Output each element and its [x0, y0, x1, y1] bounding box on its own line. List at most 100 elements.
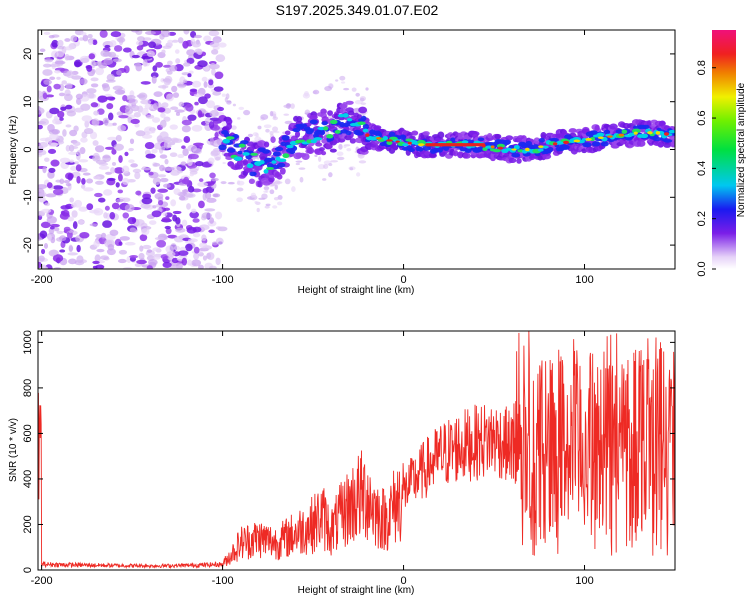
spectrogram-noise-blob — [269, 189, 275, 195]
spectrogram-noise-blob — [126, 256, 132, 264]
spectrogram-noise-blob — [212, 91, 222, 96]
spectrogram-noise-blob — [115, 198, 124, 203]
spectrogram-x-tick-label: -100 — [212, 274, 234, 286]
spectrogram-noise-blob — [172, 210, 182, 215]
spectrogram-noise-blob — [272, 116, 278, 121]
spectrogram-noise-blob — [128, 98, 138, 105]
spectrogram-noise-blob — [191, 80, 202, 88]
spectrogram-noise-blob — [86, 65, 93, 72]
spectrogram-noise-blob — [60, 205, 71, 210]
spectrogram-noise-blob — [272, 126, 279, 133]
spectrogram-noise-blob — [180, 161, 187, 166]
spectrogram-noise-blob — [173, 188, 181, 196]
snr-y-tick-label: 200 — [22, 515, 34, 533]
spectrogram-noise-blob — [188, 70, 194, 74]
spectrogram-noise-blob — [114, 89, 126, 95]
spectrogram-noise-blob — [209, 41, 220, 48]
spectrogram-noise-blob — [38, 261, 42, 269]
spectrogram-noise-blob — [204, 117, 211, 125]
spectrogram-noise-blob — [165, 227, 172, 235]
spectrogram-noise-blob — [57, 110, 65, 118]
spectrogram-noise-blob — [170, 199, 177, 207]
spectrogram-noise-blob — [238, 106, 245, 110]
spectrogram-band-blob — [224, 132, 230, 138]
spectrogram-noise-blob — [187, 259, 193, 266]
spectrogram-noise-blob — [202, 192, 207, 201]
spectrogram-band-core — [362, 128, 369, 133]
spectrogram-noise-blob — [50, 142, 59, 147]
spectrogram-noise-blob — [82, 172, 91, 176]
spectrogram-noise-blob — [152, 162, 161, 167]
spectrogram-noise-blob — [100, 49, 110, 57]
spectrogram-noise-blob — [42, 63, 52, 68]
spectrogram-band-blob — [354, 131, 364, 136]
spectrogram-noise-blob — [170, 243, 177, 250]
spectrogram-noise-blob — [131, 105, 140, 112]
spectrogram-band-blob — [294, 130, 301, 138]
snr-y-tick-label: 800 — [22, 379, 34, 397]
spectrogram-noise-blob — [134, 219, 145, 226]
spectrogram-noise-blob — [206, 100, 216, 109]
spectrogram-noise-blob — [121, 165, 130, 174]
spectrogram-noise-blob — [162, 261, 172, 268]
spectrogram-noise-blob — [208, 30, 220, 37]
spectrogram-noise-blob — [170, 137, 179, 143]
spectrogram-noise-blob — [61, 80, 68, 85]
spectrogram-band-blob — [345, 100, 354, 105]
spectrogram-noise-blob — [222, 161, 226, 165]
spectrogram-noise-blob — [39, 118, 49, 126]
spectrogram-band-blob — [550, 137, 559, 142]
spectrogram-noise-blob — [136, 94, 146, 98]
spectrogram-noise-blob — [208, 121, 215, 129]
spectrogram-noise-blob — [86, 178, 94, 184]
spectrogram-band-core — [596, 132, 605, 137]
spectrogram-noise-blob — [131, 54, 140, 59]
spectrogram-noise-blob — [141, 197, 153, 205]
spectrogram-noise-blob — [216, 138, 223, 146]
spectrogram-noise-blob — [122, 47, 132, 53]
spectrogram-noise-blob — [323, 164, 329, 170]
spectrogram-noise-blob — [115, 134, 122, 142]
spectrogram-noise-blob — [166, 251, 176, 257]
spectrogram-noise-blob — [53, 83, 61, 90]
spectrogram-noise-blob — [135, 40, 144, 46]
spectrogram-noise-blob — [117, 258, 127, 264]
spectrogram-noise-blob — [236, 117, 241, 120]
spectrogram-noise-blob — [59, 178, 65, 185]
spectrogram-y-ticks: -20 -10 0 10 20 — [22, 48, 675, 253]
spectrogram-noise-blob — [187, 73, 192, 78]
spectrogram-noise-blob — [215, 54, 226, 63]
spectrogram-band-peak — [538, 145, 544, 149]
spectrogram-noise-blob — [299, 176, 304, 183]
spectrogram-band-blob — [309, 128, 315, 133]
spectrogram-noise-blob — [43, 31, 51, 36]
spectrogram-noise-blob — [48, 167, 56, 173]
spectrogram-band-blob — [226, 147, 236, 153]
spectrogram-noise-blob — [65, 104, 73, 110]
spectrogram-noise-blob — [44, 58, 54, 63]
spectrogram-band-blob — [321, 151, 327, 156]
spectrogram-noise-blob — [265, 203, 271, 207]
spectrogram-band-peak — [497, 146, 504, 150]
spectrogram-noise-blob — [124, 151, 129, 157]
spectrogram-x-tick-label: 0 — [400, 274, 406, 286]
spectrogram-noise-blob — [68, 244, 73, 253]
spectrogram-noise-blob — [67, 216, 74, 222]
spectrogram-noise-blob — [96, 248, 105, 253]
spectrogram-noise-blob — [182, 62, 191, 67]
spectrogram-noise-blob — [302, 92, 310, 99]
spectrogram-noise-blob — [59, 117, 64, 121]
spectrogram-noise-blob — [71, 145, 79, 149]
spectrogram-noise-blob — [202, 255, 208, 261]
spectrogram-noise-blob — [346, 148, 352, 152]
spectrogram-band-blob — [348, 110, 355, 116]
spectrogram-band-peak — [417, 143, 425, 147]
spectrogram-noise-blob — [215, 156, 221, 161]
spectrogram-noise-blob — [140, 99, 152, 105]
spectrogram-noise-blob — [56, 76, 61, 80]
spectrogram-band-peak — [618, 133, 625, 137]
spectrogram-noise-blob — [358, 160, 367, 164]
spectrogram-band-peak — [633, 131, 638, 135]
snr-y-axis-label: SNR (10 * v/v) — [8, 418, 19, 482]
